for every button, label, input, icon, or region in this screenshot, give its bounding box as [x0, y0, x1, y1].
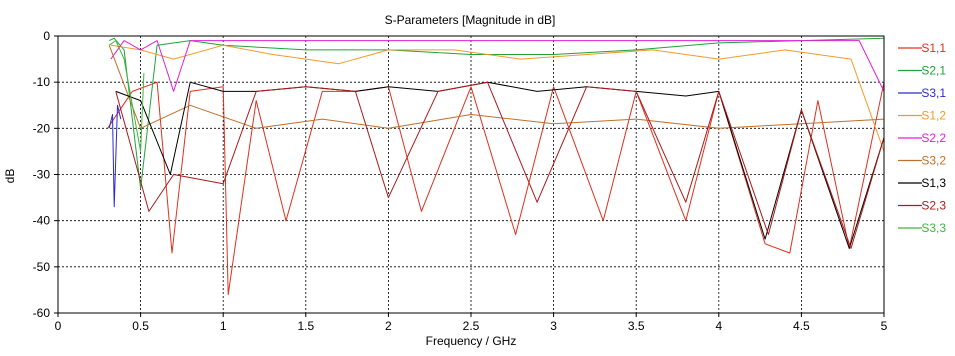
x-tick-label: 1: [220, 319, 227, 333]
series-layer: [107, 37, 885, 295]
series-line-s3-2: [108, 45, 885, 129]
series-line-s3-1: [108, 104, 122, 208]
legend-label: S2,2: [921, 131, 946, 145]
legend-label: S2,3: [921, 199, 946, 213]
series-line-s2-3: [115, 81, 885, 249]
x-tick-label: 4.5: [793, 319, 810, 333]
series-line-s1-1: [107, 81, 885, 295]
x-tick-label: 4: [715, 319, 722, 333]
y-tick-label: -20: [33, 121, 51, 135]
y-tick-label: -40: [33, 214, 51, 228]
x-tick-label: 3: [550, 319, 557, 333]
legend-label: S1,3: [921, 176, 946, 190]
x-tick-label: 5: [881, 319, 888, 333]
x-axis-label: Frequency / GHz: [426, 334, 517, 348]
series-line-s1-2: [110, 44, 885, 152]
x-tick-label: 0: [55, 319, 62, 333]
chart-title: S-Parameters [Magnitude in dB]: [385, 13, 556, 27]
y-tick-label: -10: [33, 75, 51, 89]
legend: S1,1 S2,1 S3,1 S1,2 S2,2 S3,2 S1,3 S2,3 S3,3: [898, 41, 946, 235]
legend-label: S3,1: [921, 86, 946, 100]
legend-label: S3,2: [921, 154, 946, 168]
legend-label: S1,2: [921, 109, 946, 123]
series-line-s2-2: [110, 40, 885, 92]
legend-label: S2,1: [921, 64, 946, 78]
grid-layer: [58, 36, 884, 313]
y-tick-label: -50: [33, 260, 51, 274]
y-tick-label: 0: [43, 29, 50, 43]
y-tick-label: -60: [33, 306, 51, 320]
x-tick-label: 1.5: [297, 319, 314, 333]
y-tick-label: -30: [33, 168, 51, 182]
x-tick-label: 2: [385, 319, 392, 333]
tick-layer: 0 0.5 1 1.5 2 2.5 3 3.5 4 4.5 5 0 -10 -20 -30 -40 -50 -60: [33, 29, 888, 333]
series-line-s3-3: [108, 40, 145, 152]
y-axis-label: dB: [3, 169, 17, 184]
legend-label: S3,3: [921, 221, 946, 235]
x-tick-label: 0.5: [132, 319, 149, 333]
legend-label: S1,1: [921, 41, 946, 55]
x-tick-label: 3.5: [628, 319, 645, 333]
x-tick-label: 2.5: [463, 319, 480, 333]
